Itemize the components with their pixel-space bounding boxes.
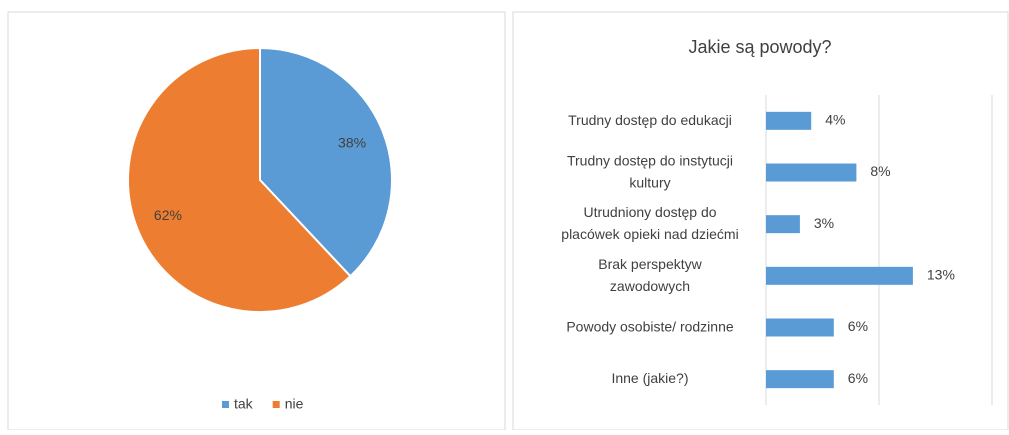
legend-label: nie	[285, 396, 304, 412]
legend-swatch	[222, 401, 229, 408]
data-label: 13%	[927, 267, 955, 283]
y-tick-label: Powody osobiste/ rodzinne	[566, 318, 734, 334]
data-label: 38%	[338, 134, 366, 150]
y-tick-label: Trudny dostęp do edukacji	[568, 112, 732, 128]
legend-label: tak	[234, 396, 254, 412]
data-label: 8%	[870, 163, 890, 179]
y-tick-label: Brak perspektyw zawodowych	[598, 256, 702, 294]
data-label: 62%	[154, 207, 182, 223]
y-tick-label: Utrudniony dostęp do placówek opieki nad …	[561, 204, 738, 242]
y-tick-label: Trudny dostęp do instytucji kultury	[567, 152, 733, 190]
bar	[766, 370, 834, 389]
bar	[766, 318, 834, 337]
pie-slice	[259, 46, 393, 278]
y-tick-label: Inne (jakie?)	[611, 370, 688, 386]
bar	[766, 111, 812, 130]
data-label: 3%	[814, 215, 834, 231]
data-label: 6%	[848, 318, 868, 334]
pie-slice	[127, 46, 352, 313]
bar	[766, 266, 913, 285]
bar	[766, 163, 857, 182]
data-label: 4%	[825, 112, 845, 128]
chart-title: Jakie są powody?	[688, 37, 831, 57]
bar-panel	[512, 11, 1009, 431]
bar	[766, 215, 800, 234]
data-label: 6%	[848, 370, 868, 386]
legend-swatch	[272, 401, 280, 408]
